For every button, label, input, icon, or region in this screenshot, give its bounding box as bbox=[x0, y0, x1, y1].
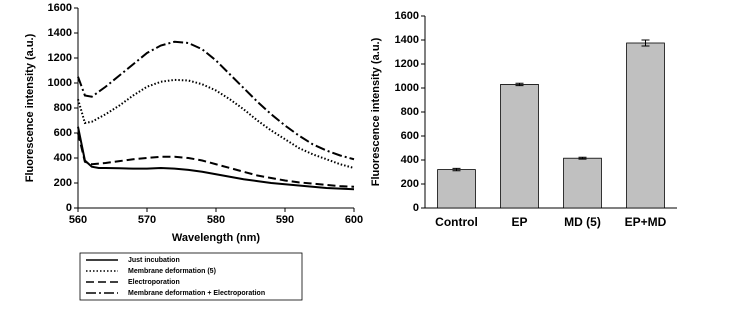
series-line bbox=[77, 126, 355, 191]
y-tick-label: 1200 bbox=[395, 58, 419, 70]
y-tick-label: 1400 bbox=[48, 27, 72, 39]
x-tick-label: MD (5) bbox=[564, 215, 601, 229]
y-tick-label: 0 bbox=[66, 202, 72, 214]
y-tick-label: 1200 bbox=[48, 52, 72, 64]
x-tick-label: 570 bbox=[138, 214, 156, 226]
bar bbox=[437, 169, 476, 209]
x-tick-label: 580 bbox=[207, 214, 225, 226]
bar bbox=[626, 42, 665, 209]
y-tick-label: 800 bbox=[401, 106, 419, 118]
y-tick-label: 400 bbox=[401, 154, 419, 166]
y-tick-label: 1400 bbox=[395, 34, 419, 46]
legend-box bbox=[79, 252, 303, 301]
error-bar bbox=[515, 82, 524, 87]
x-tick-label: EP bbox=[511, 215, 527, 229]
y-tick-label: 600 bbox=[401, 130, 419, 142]
error-bar bbox=[641, 39, 650, 47]
y-tick-label: 800 bbox=[54, 102, 72, 114]
y-tick-label: 1000 bbox=[48, 77, 72, 89]
x-tick-label: 600 bbox=[345, 214, 363, 226]
series-line bbox=[77, 40, 355, 161]
y-tick-label: 1000 bbox=[395, 82, 419, 94]
x-tick-label: Control bbox=[435, 215, 478, 229]
legend-label: Membrane deformation + Electroporation bbox=[128, 290, 265, 297]
bar bbox=[500, 84, 539, 209]
legend-label: Just incubation bbox=[128, 257, 180, 264]
error-bar bbox=[452, 167, 461, 172]
series-line bbox=[77, 132, 355, 188]
legend-label: Electroporation bbox=[128, 279, 180, 286]
error-bar bbox=[578, 156, 587, 160]
bar bbox=[563, 157, 602, 209]
x-tick-label: 590 bbox=[276, 214, 294, 226]
y-tick-label: 200 bbox=[401, 178, 419, 190]
y-tick-label: 1600 bbox=[48, 2, 72, 14]
x-axis-label: Wavelength (nm) bbox=[172, 232, 261, 244]
y-axis-label: Fluorescence intensity (a.u.) bbox=[24, 33, 36, 182]
y-tick-label: 200 bbox=[54, 177, 72, 189]
x-tick-label: EP+MD bbox=[625, 215, 667, 229]
legend-label: Membrane deformation (5) bbox=[128, 268, 216, 275]
y-tick-label: 1600 bbox=[395, 10, 419, 22]
x-tick-label: 560 bbox=[69, 214, 87, 226]
y-tick-label: 600 bbox=[54, 127, 72, 139]
y-tick-label: 400 bbox=[54, 152, 72, 164]
y-axis-label: Fluorescence intensity (a.u.) bbox=[370, 37, 382, 186]
y-tick-label: 0 bbox=[413, 202, 419, 214]
